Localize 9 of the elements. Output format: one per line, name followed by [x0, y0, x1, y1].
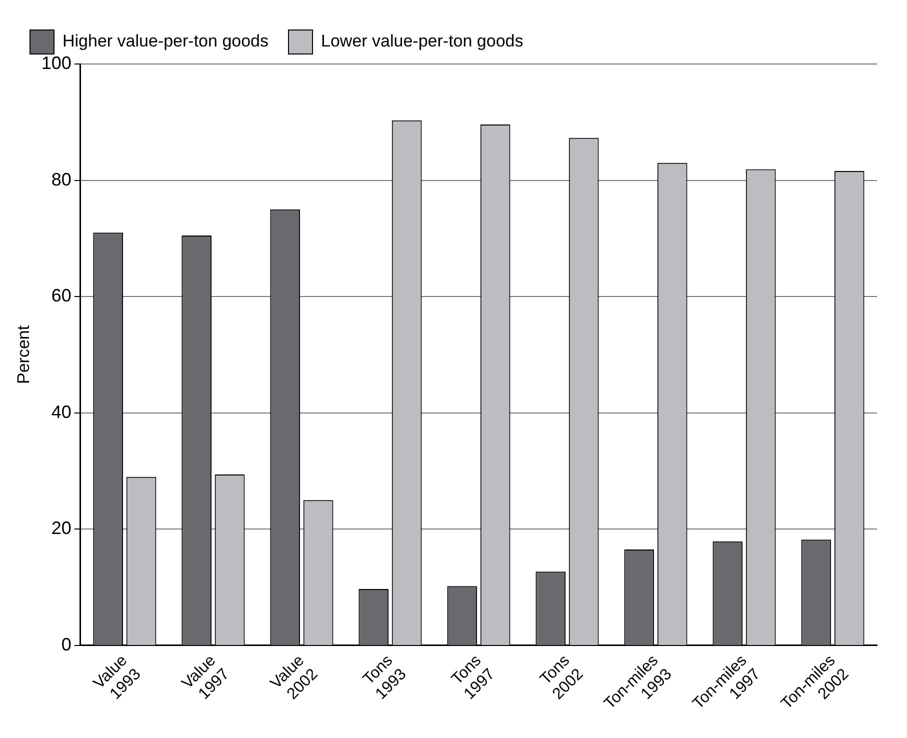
y-tick-label: 40 [51, 402, 72, 422]
y-tick-label: 80 [51, 169, 72, 190]
y-axis-title: Percent [14, 325, 33, 384]
y-tick-label: 60 [51, 286, 72, 306]
y-tick-label: 0 [61, 634, 72, 654]
legend-label: Higher value-per-ton goods [62, 32, 269, 51]
y-tick-label: 20 [51, 518, 72, 538]
legend-label: Lower value-per-ton goods [321, 32, 524, 51]
y-tick-label: 100 [41, 52, 72, 73]
